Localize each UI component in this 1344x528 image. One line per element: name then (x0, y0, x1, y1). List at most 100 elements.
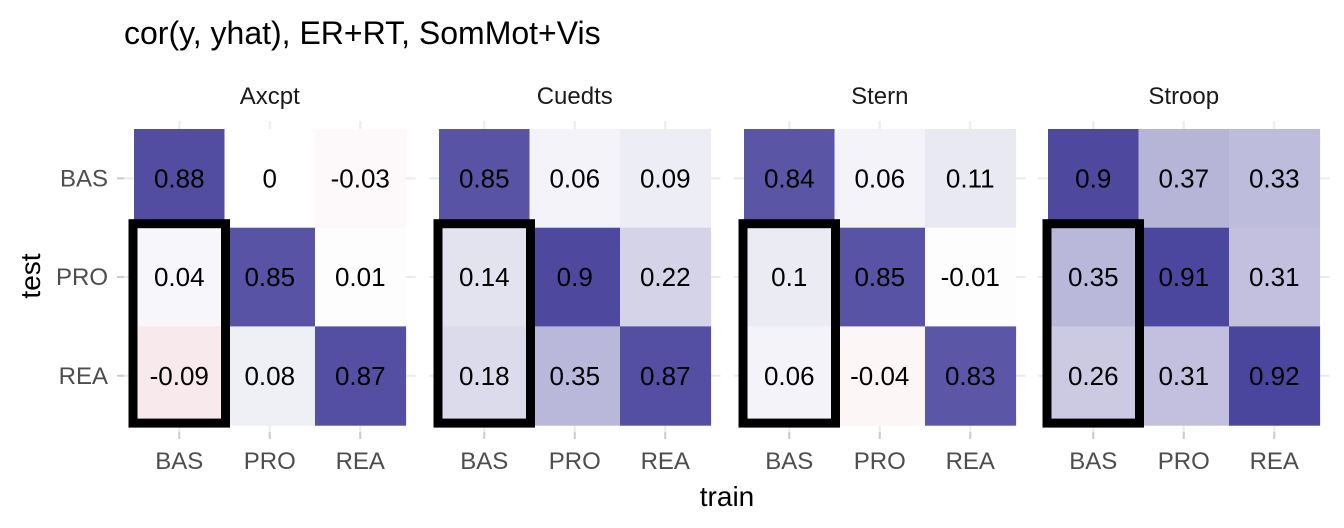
x-tick-label: REA (641, 448, 690, 475)
highlight-box (1042, 219, 1144, 428)
heatmap-cell (529, 326, 621, 426)
heatmap-cell (134, 129, 226, 229)
cell-value-label: 0.01 (335, 262, 386, 292)
heatmap-cell (1229, 129, 1321, 229)
heatmap-cell (315, 129, 407, 229)
facet-strip-label: Cuedts (537, 83, 613, 110)
cell-value-label: 0.09 (640, 163, 691, 193)
x-axis-title: train (700, 481, 754, 512)
facet-stroop: Stroop 0.9 0.37 0.33 0.35 0.91 0.31 0.26 0.31 0.9… (1038, 83, 1330, 475)
y-axis-title: test (15, 253, 46, 298)
cell-value-label: 0.22 (640, 262, 691, 292)
heatmap-cell (439, 129, 531, 229)
highlight-box (433, 219, 535, 428)
heatmap-cell (529, 129, 621, 229)
cell-value-label: 0.31 (1249, 262, 1300, 292)
heatmap-cell (620, 129, 712, 229)
heatmap-cell (1229, 227, 1321, 327)
x-tick-label: REA (946, 448, 995, 475)
heatmap-cell (744, 227, 836, 327)
heatmap-cell (1138, 227, 1230, 327)
cell-value-label: 0.06 (549, 163, 600, 193)
x-tick-label: BAS (155, 448, 203, 475)
highlight-box (738, 219, 840, 428)
heatmap-cell (1229, 326, 1321, 426)
facet-strip-label: Axcpt (240, 83, 300, 110)
heatmap-cell (834, 227, 926, 327)
facet-axcpt: Axcpt 0.88 0 -0.03 0.04 0.85 0.01 -0.09 0.08 0.87… (124, 83, 416, 475)
cell-value-label: -0.09 (150, 361, 209, 391)
cell-value-label: 0.85 (244, 262, 295, 292)
heatmap-cell (1138, 326, 1230, 426)
heatmap-cell (620, 227, 712, 327)
cell-value-label: 0.88 (154, 163, 205, 193)
heatmap-cell (134, 326, 226, 426)
heatmap-cell (1048, 129, 1140, 229)
x-tick-label: REA (1250, 448, 1299, 475)
heatmap-cell (925, 129, 1017, 229)
facet-strip-label: Stern (851, 83, 908, 110)
cell-value-label: 0 (263, 163, 277, 193)
chart-title: cor(y, yhat), ER+RT, SomMot+Vis (124, 15, 601, 51)
cell-value-label: 0.91 (1158, 262, 1209, 292)
cell-value-label: 0.06 (854, 163, 905, 193)
y-tick-label: PRO (56, 264, 108, 291)
cell-value-label: 0.06 (764, 361, 815, 391)
x-tick-label: PRO (244, 448, 296, 475)
cell-value-label: -0.01 (941, 262, 1000, 292)
heatmap-cell (1048, 326, 1140, 426)
facet-strip-label: Stroop (1148, 83, 1219, 110)
facet-stern: Stern 0.84 0.06 0.11 0.1 0.85 -0.01 0.06 -0.04 0.… (734, 83, 1026, 475)
cell-value-label: 0.26 (1068, 361, 1119, 391)
facet-panels: Axcpt 0.88 0 -0.03 0.04 0.85 0.01 -0.09 0.08 0.87… (124, 83, 1330, 475)
x-tick-label: REA (336, 448, 385, 475)
heatmap-cell (439, 227, 531, 327)
heatmap-cell (1138, 129, 1230, 229)
heatmap-cell (134, 227, 226, 327)
heatmap-cell (315, 227, 407, 327)
heatmap-cell (224, 326, 316, 426)
cell-value-label: 0.85 (854, 262, 905, 292)
cell-value-label: 0.35 (549, 361, 600, 391)
cell-value-label: -0.03 (331, 163, 390, 193)
cell-value-label: 0.14 (459, 262, 510, 292)
heatmap-cell (315, 326, 407, 426)
heatmap-cell (744, 129, 836, 229)
heatmap-cell (925, 326, 1017, 426)
cell-value-label: 0.9 (557, 262, 593, 292)
cell-value-label: 0.9 (1075, 163, 1111, 193)
heatmap-cell (925, 227, 1017, 327)
cell-value-label: 0.08 (244, 361, 295, 391)
y-tick-label: BAS (60, 165, 108, 192)
heatmap-cell (439, 326, 531, 426)
heatmap-cell (1048, 227, 1140, 327)
cell-value-label: 0.83 (945, 361, 996, 391)
heatmap-cell (834, 129, 926, 229)
cell-value-label: 0.1 (771, 262, 807, 292)
cell-value-label: 0.84 (764, 163, 815, 193)
y-tick-label: REA (59, 363, 108, 390)
cell-value-label: 0.31 (1158, 361, 1209, 391)
x-tick-label: BAS (765, 448, 813, 475)
cell-value-label: 0.37 (1158, 163, 1209, 193)
x-tick-label: PRO (1158, 448, 1210, 475)
cell-value-label: 0.18 (459, 361, 510, 391)
heatmap-cell (529, 227, 621, 327)
heatmap-cell (224, 129, 316, 229)
x-tick-label: PRO (854, 448, 906, 475)
heatmap-cell (744, 326, 836, 426)
cell-value-label: 0.92 (1249, 361, 1300, 391)
x-tick-label: BAS (460, 448, 508, 475)
cell-value-label: 0.85 (459, 163, 510, 193)
heatmap-cell (620, 326, 712, 426)
cell-value-label: 0.87 (640, 361, 691, 391)
facet-cuedts: Cuedts 0.85 0.06 0.09 0.14 0.9 0.22 0.18 0.35 0.8… (429, 83, 721, 475)
x-tick-label: PRO (549, 448, 601, 475)
cell-value-label: 0.33 (1249, 163, 1300, 193)
cell-value-label: -0.04 (850, 361, 909, 391)
cell-value-label: 0.11 (946, 163, 995, 193)
cell-value-label: 0.87 (335, 361, 386, 391)
highlight-box (128, 219, 230, 428)
cell-value-label: 0.35 (1068, 262, 1119, 292)
